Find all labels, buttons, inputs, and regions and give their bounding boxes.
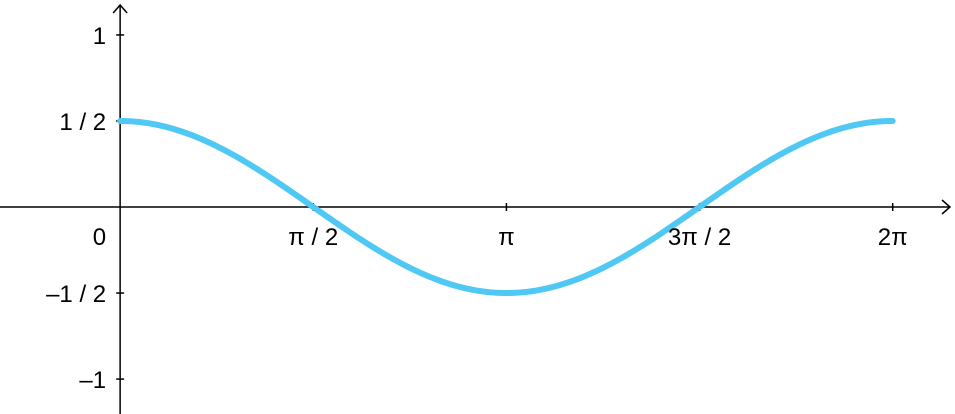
y-axis-arrow [112, 3, 128, 14]
axes [0, 3, 952, 414]
y-tick-label-2: –1 / 2 [46, 281, 106, 308]
tick-labels: π / 2 π 3π / 2 2π 1 1 / 2 –1 / 2 –1 0 [46, 23, 908, 394]
series [117, 117, 896, 297]
y-tick-label-1: 1 / 2 [59, 109, 106, 136]
x-tick-label-0: π / 2 [288, 224, 338, 251]
x-tick-label-2: 3π / 2 [668, 224, 731, 251]
series-line-0 [117, 117, 896, 297]
y-tick-label-3: –1 [79, 367, 106, 394]
x-axis-arrow [941, 199, 952, 215]
x-tick-label-3: 2π [878, 224, 908, 251]
y-tick-label-0: 1 [93, 23, 106, 50]
x-tick-label-1: π [498, 224, 515, 251]
origin-label: 0 [93, 224, 106, 251]
